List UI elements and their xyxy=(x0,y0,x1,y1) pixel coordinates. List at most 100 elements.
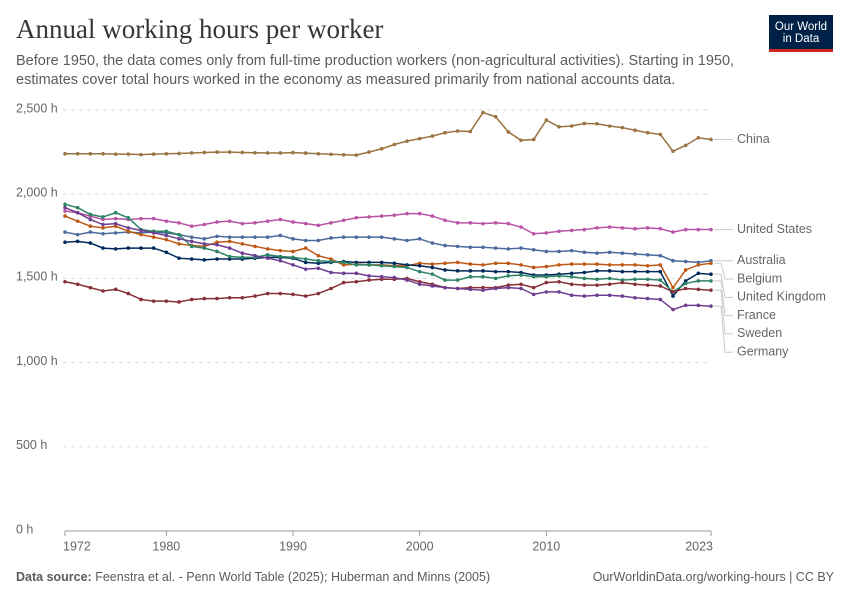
data-point xyxy=(645,283,650,287)
data-point xyxy=(88,212,93,217)
data-point xyxy=(354,263,359,267)
data-point xyxy=(417,282,422,287)
data-point xyxy=(75,205,80,210)
data-point xyxy=(709,227,713,232)
data-point xyxy=(177,242,181,246)
data-point xyxy=(696,135,701,140)
data-point xyxy=(329,270,333,275)
data-point xyxy=(164,233,169,238)
data-point xyxy=(303,257,308,261)
data-point xyxy=(671,230,675,234)
data-point xyxy=(493,261,498,266)
legend-label: China xyxy=(737,132,770,146)
data-point xyxy=(291,249,295,254)
x-tick-label: 1972 xyxy=(63,539,91,553)
data-point xyxy=(607,250,612,255)
data-point xyxy=(519,273,523,277)
data-point xyxy=(265,219,270,223)
data-point xyxy=(633,269,637,274)
x-tick-label: 1980 xyxy=(152,539,180,553)
data-point xyxy=(506,247,511,251)
data-point xyxy=(468,269,473,273)
data-point xyxy=(139,152,143,157)
data-point xyxy=(620,278,625,282)
data-point xyxy=(113,216,118,221)
data-point xyxy=(683,227,688,232)
data-point xyxy=(215,220,219,224)
logo-text: Our World xyxy=(774,21,828,33)
data-point xyxy=(531,231,536,236)
data-point xyxy=(633,277,637,282)
data-point xyxy=(240,235,245,239)
data-point xyxy=(493,114,498,119)
data-point xyxy=(519,225,523,229)
legend-label: Germany xyxy=(737,345,789,359)
x-tick-label: 2023 xyxy=(685,539,713,553)
data-point xyxy=(633,263,637,267)
data-point xyxy=(696,303,701,308)
data-point xyxy=(240,221,245,226)
data-point xyxy=(265,291,270,296)
data-point xyxy=(151,246,156,250)
data-point xyxy=(265,253,270,257)
data-point xyxy=(569,293,574,298)
data-point xyxy=(405,238,409,243)
data-point xyxy=(595,262,599,266)
data-point xyxy=(291,220,295,224)
logo[interactable]: Our World in Data xyxy=(769,15,833,52)
data-point xyxy=(582,283,587,287)
data-point xyxy=(367,235,371,239)
data-point xyxy=(405,211,409,216)
data-point xyxy=(595,226,599,230)
data-point xyxy=(481,285,485,290)
data-point xyxy=(582,121,587,126)
data-point xyxy=(354,271,359,276)
data-point xyxy=(164,219,169,223)
data-point xyxy=(227,246,232,250)
data-point xyxy=(620,280,625,285)
data-point xyxy=(215,249,219,254)
data-point xyxy=(417,136,422,141)
data-point xyxy=(303,294,308,298)
url[interactable]: OurWorldinData.org/working-hours | CC BY xyxy=(592,570,834,584)
data-point xyxy=(582,294,587,298)
data-point xyxy=(215,150,219,154)
data-point xyxy=(620,263,625,267)
data-point xyxy=(696,263,701,267)
data-point xyxy=(113,287,118,292)
data-point xyxy=(341,235,346,239)
series-line xyxy=(64,206,712,311)
data-point xyxy=(569,248,574,253)
data-point xyxy=(683,286,688,291)
data-point xyxy=(468,287,473,292)
data-point xyxy=(303,238,308,243)
data-point xyxy=(633,295,637,300)
data-point xyxy=(430,284,435,288)
data-point xyxy=(481,263,485,267)
data-point xyxy=(582,270,587,275)
data-point xyxy=(709,279,713,283)
data-point xyxy=(405,139,409,143)
data-point xyxy=(696,271,701,276)
data-point xyxy=(506,285,511,290)
data-point xyxy=(227,254,232,259)
data-point xyxy=(645,296,650,301)
data-point xyxy=(607,124,612,128)
data-point xyxy=(658,132,663,137)
data-point xyxy=(303,221,308,226)
data-point xyxy=(658,253,663,258)
data-point xyxy=(113,231,118,235)
data-point xyxy=(63,205,67,210)
data-point xyxy=(481,274,485,279)
logo-text: in Data xyxy=(782,33,820,45)
data-point xyxy=(595,269,599,273)
data-point xyxy=(177,221,181,225)
data-point xyxy=(595,283,599,287)
data-point xyxy=(189,151,194,155)
data-point xyxy=(557,279,561,284)
x-tick-label: 2010 xyxy=(532,539,560,553)
data-point xyxy=(329,257,333,261)
data-point xyxy=(215,257,219,261)
data-point xyxy=(354,235,359,239)
data-point xyxy=(709,137,713,142)
